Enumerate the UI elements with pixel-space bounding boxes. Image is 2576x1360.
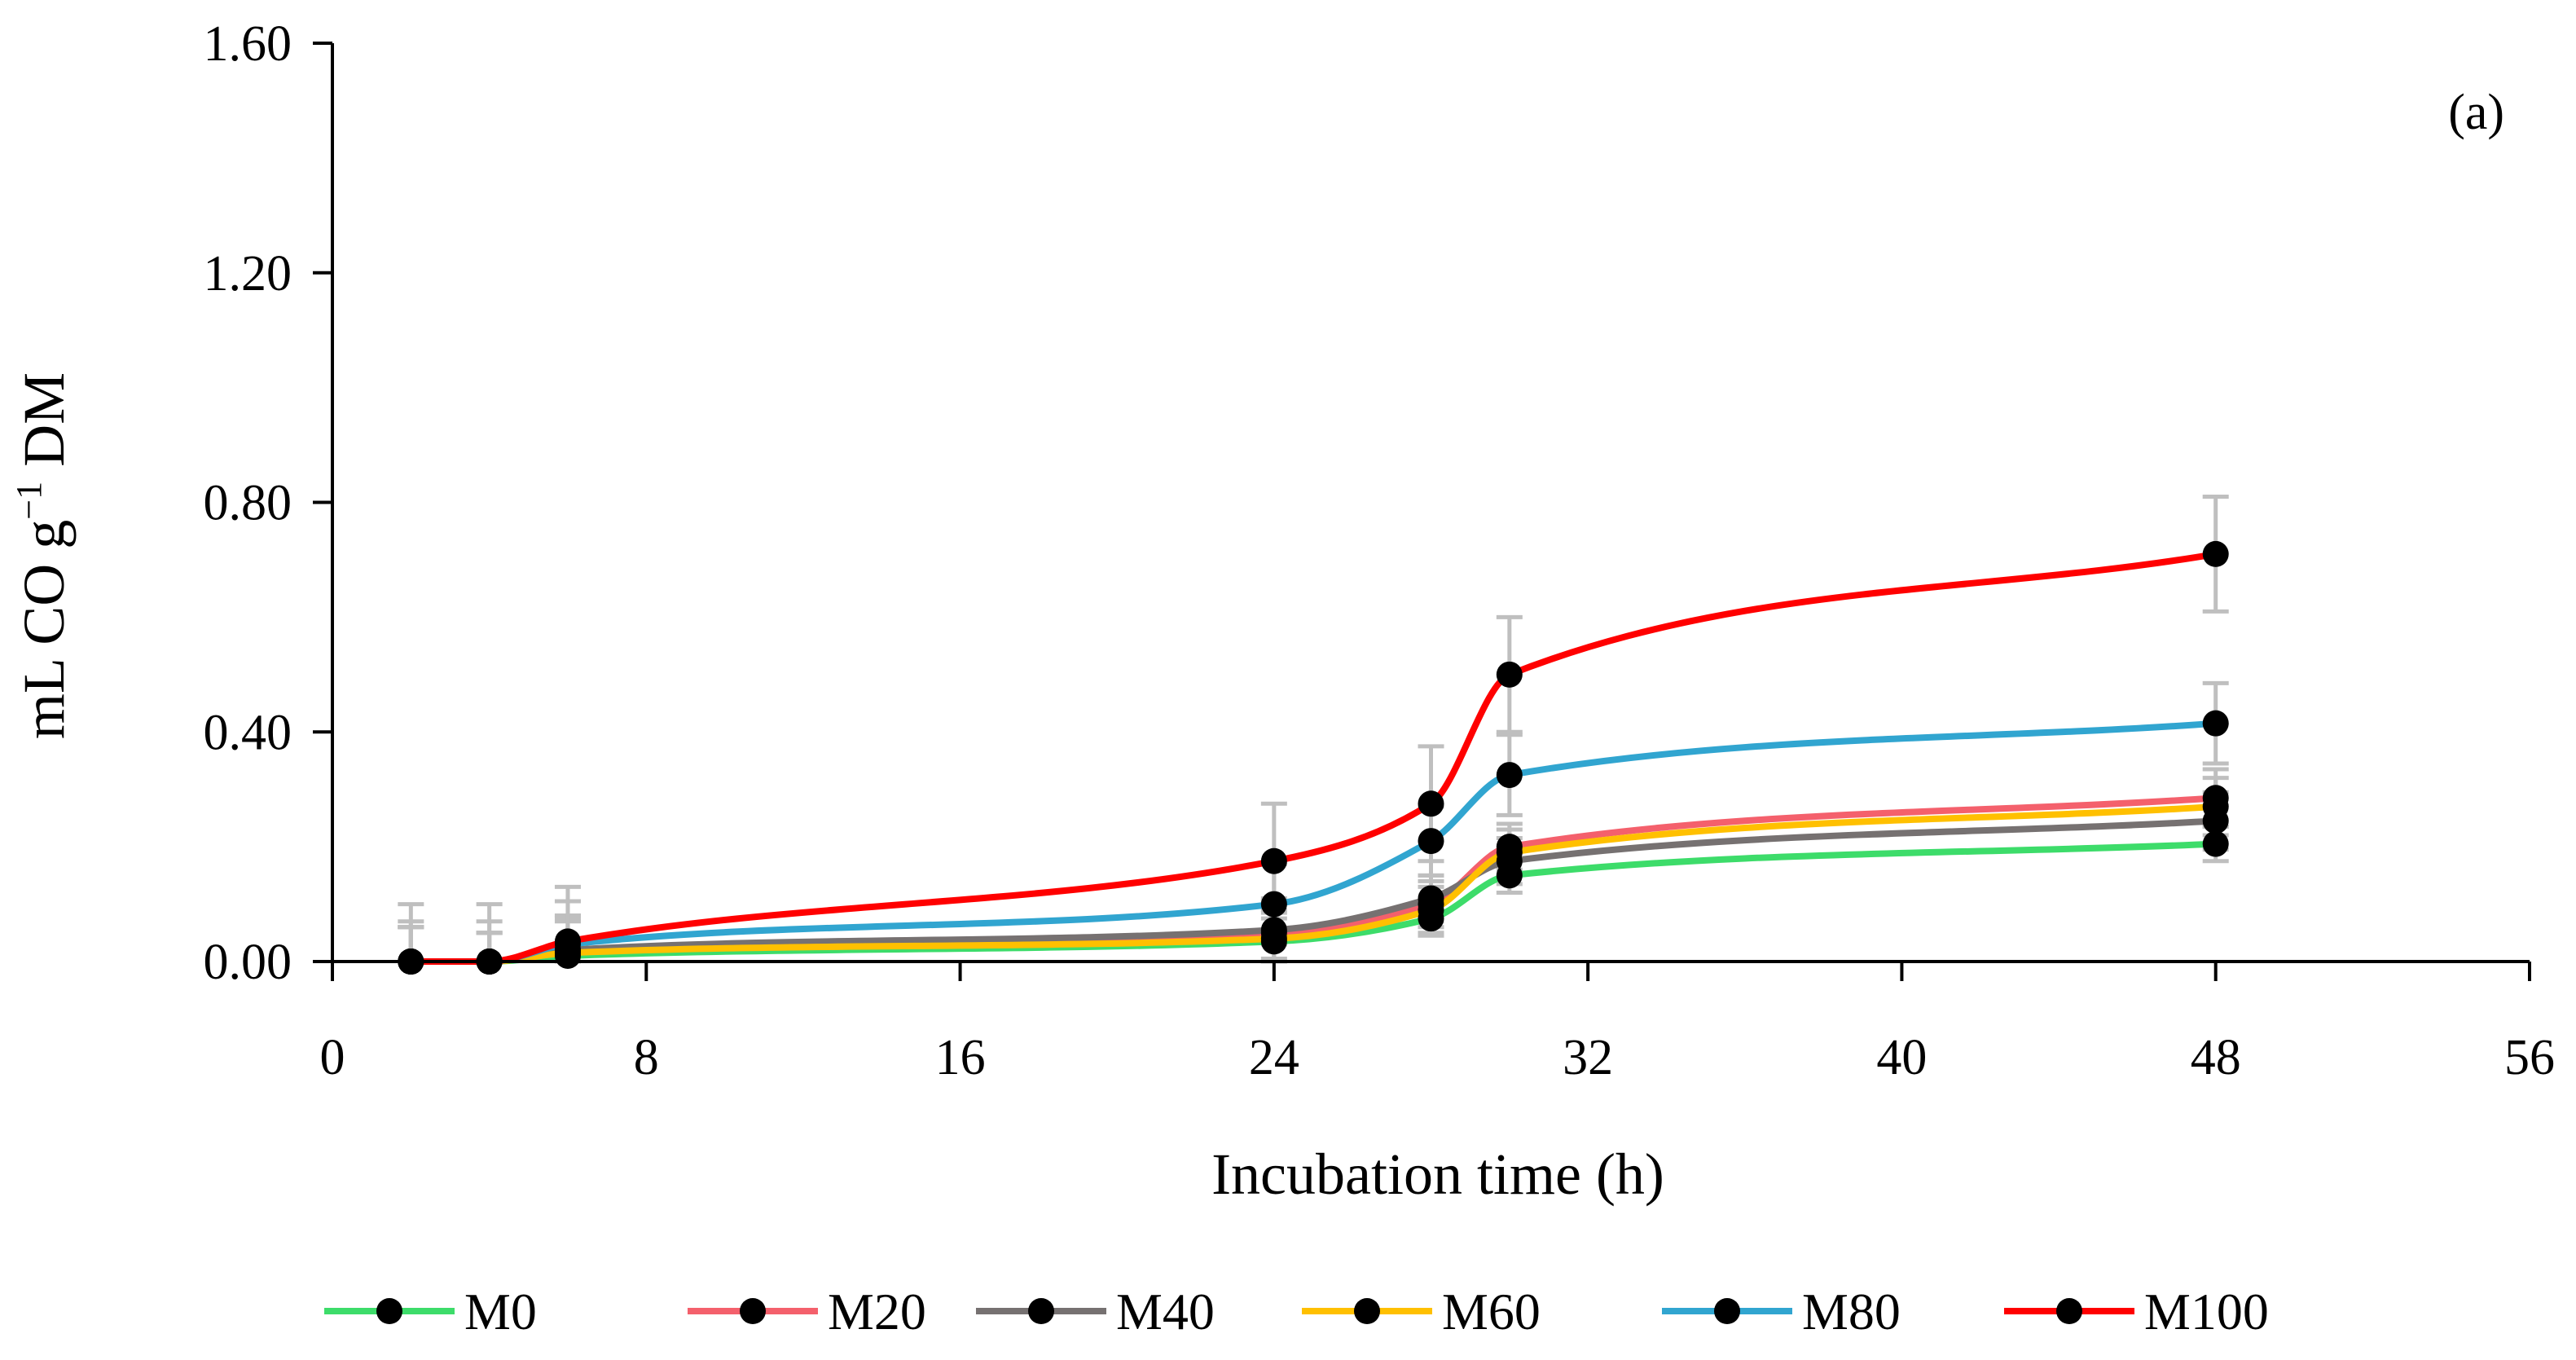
y-tick-label: 0.40	[204, 705, 292, 760]
legend-swatch-marker	[1354, 1298, 1380, 1324]
legend-item-m60: M60	[1302, 1283, 1541, 1340]
x-tick-label: 48	[2191, 1030, 2241, 1085]
legend-swatch-marker	[740, 1298, 766, 1324]
legend-item-m20: M20	[688, 1283, 926, 1340]
legend-swatch-marker	[1028, 1298, 1054, 1324]
y-axis-title-superscript: −1	[9, 482, 49, 520]
data-point-m60	[1496, 839, 1523, 866]
legend-swatch-marker	[2056, 1298, 2082, 1324]
data-point-m0	[2202, 830, 2229, 857]
legend-item-m80: M80	[1662, 1283, 1901, 1340]
legend-item-m100: M100	[2004, 1283, 2269, 1340]
data-point-m80	[2202, 710, 2229, 737]
data-point-m80	[1496, 762, 1523, 789]
data-point-m100	[1418, 790, 1444, 817]
legend-label: M80	[1802, 1283, 1901, 1340]
legend-label: M0	[464, 1283, 537, 1340]
data-markers	[398, 540, 2229, 975]
series-line-m100	[407, 550, 2219, 966]
data-point-m100	[2202, 540, 2229, 567]
y-tick-label: 0.80	[204, 476, 292, 531]
y-tick-label: 0.00	[204, 935, 292, 990]
x-tick-label: 32	[1563, 1030, 1613, 1085]
data-point-m60	[2202, 793, 2229, 820]
x-tick-label: 16	[935, 1030, 986, 1085]
legend-label: M60	[1442, 1283, 1541, 1340]
x-axis-ticks: 0 8 16 24 32 40 48 56	[320, 962, 2555, 1085]
y-tick-label: 1.60	[204, 16, 292, 72]
y-axis-title-suffix: DM	[11, 372, 77, 482]
legend-label: M40	[1116, 1283, 1215, 1340]
data-point-m80	[1260, 891, 1287, 918]
y-axis-ticks: 0.00 0.40 0.80 1.20 1.60	[204, 16, 332, 990]
legend-item-m40: M40	[976, 1283, 1215, 1340]
panel-label: (a)	[2448, 85, 2504, 140]
y-tick-label: 1.20	[204, 246, 292, 301]
data-point-m100	[1260, 847, 1287, 874]
legend-swatch-marker	[1714, 1298, 1740, 1324]
data-point-m100	[554, 928, 581, 955]
x-axis-title: Incubation time (h)	[1211, 1142, 1664, 1207]
legend-swatch-marker	[376, 1298, 402, 1324]
x-tick-label: 40	[1876, 1030, 1927, 1085]
legend: M0 M20 M40 M60 M80 M100	[324, 1283, 2269, 1340]
legend-label: M20	[828, 1283, 926, 1340]
data-point-m60	[1260, 925, 1287, 952]
x-tick-label: 24	[1249, 1030, 1299, 1085]
y-axis-title-base: mL CO g	[11, 520, 77, 739]
series-line-m60	[407, 803, 2219, 966]
data-point-m60	[1418, 896, 1444, 923]
x-tick-label: 8	[634, 1030, 659, 1085]
legend-item-m0: M0	[324, 1283, 537, 1340]
x-tick-label: 0	[320, 1030, 345, 1085]
series-lines	[407, 550, 2219, 966]
data-point-m100	[1496, 661, 1523, 688]
y-axis-title: mL CO g−1 DM	[9, 372, 77, 739]
legend-label: M100	[2144, 1283, 2269, 1340]
data-point-m80	[1418, 828, 1444, 855]
x-tick-label: 56	[2504, 1030, 2555, 1085]
error-bars	[398, 494, 2229, 964]
